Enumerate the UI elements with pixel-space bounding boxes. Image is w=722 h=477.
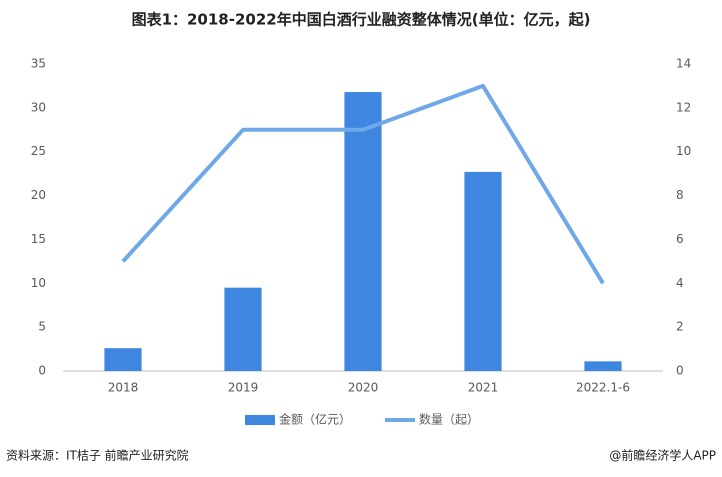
x-tick-label: 2021 [468,381,499,395]
bar [344,92,382,371]
bar [584,361,622,371]
y-tick-label: 35 [31,57,46,71]
y2-tick-label: 8 [676,188,684,202]
bar [104,348,142,371]
x-tick-label: 2022.1-6 [576,381,630,395]
source: 资料来源：IT桔子 前瞻产业研究院 [6,448,189,463]
legend-label: 金额（亿元） [279,412,351,427]
y2-tick-label: 4 [676,276,684,290]
y-tick-label: 25 [31,144,46,158]
y-tick-label: 10 [31,276,46,290]
y2-tick-label: 2 [676,320,684,334]
legend-label: 数量（起） [419,412,479,427]
y-tick-label: 30 [31,100,46,114]
x-tick-label: 2020 [348,381,379,395]
bar [464,171,502,371]
y-tick-label: 5 [38,320,46,334]
y2-tick-label: 0 [676,364,684,378]
chart-title: 图表1：2018-2022年中国白酒行业融资整体情况(单位：亿元，起) [132,11,591,29]
x-tick-label: 2019 [228,381,259,395]
y-tick-label: 0 [38,364,46,378]
y2-tick-label: 10 [676,144,691,158]
line [121,83,605,285]
legend-swatch [245,415,275,425]
bar [224,287,262,371]
y-tick-label: 15 [31,232,46,246]
y-tick-label: 20 [31,188,46,202]
y2-tick-label: 14 [676,57,691,71]
y2-tick-label: 6 [676,232,684,246]
y2-tick-label: 12 [676,100,691,114]
credit: @前瞻经济学人APP [609,448,716,463]
x-tick-label: 2018 [108,381,139,395]
